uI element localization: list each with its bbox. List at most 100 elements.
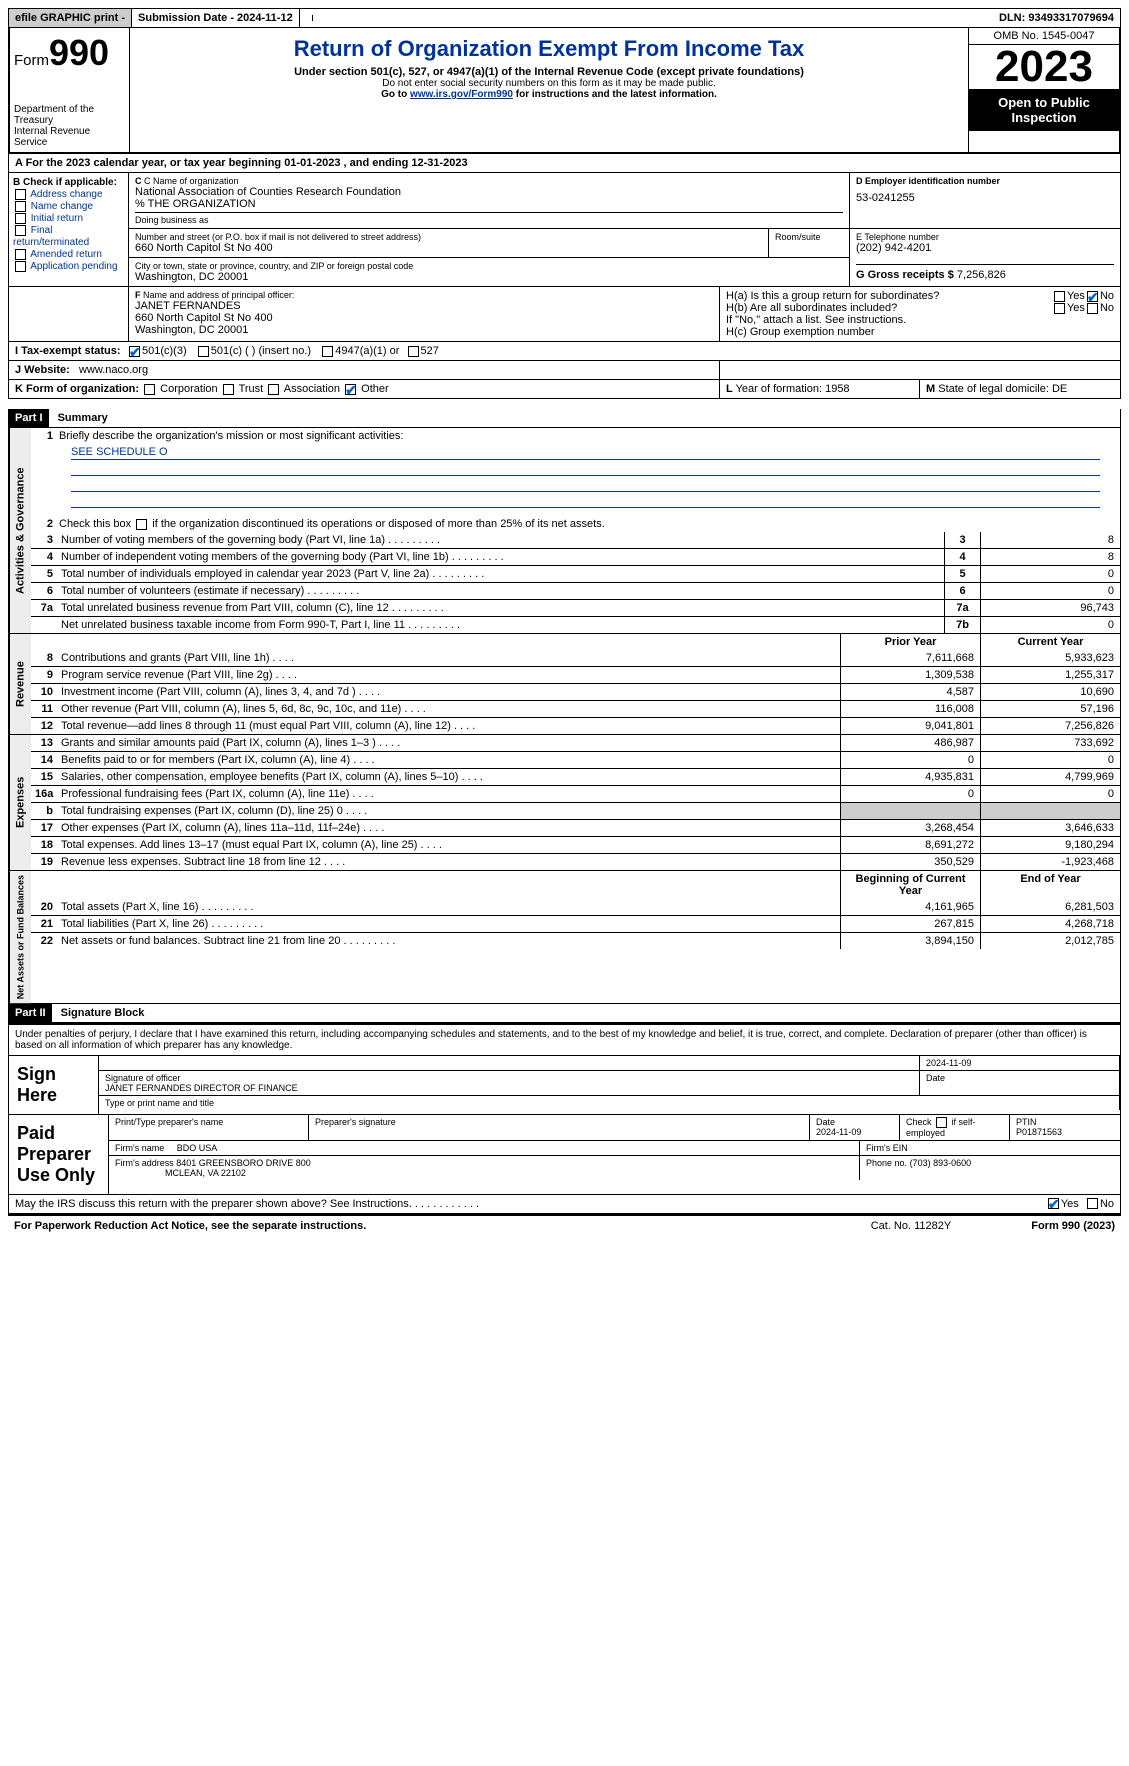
irs-link[interactable]: www.irs.gov/Form990	[410, 89, 513, 100]
expense-row: 18Total expenses. Add lines 13–17 (must …	[31, 836, 1120, 853]
form-title: Return of Organization Exempt From Incom…	[134, 36, 964, 62]
sig-date: 2024-11-09	[920, 1056, 1120, 1070]
checkbox-amended[interactable]	[15, 249, 26, 260]
netasset-row: 20Total assets (Part X, line 16) . . . .…	[31, 899, 1120, 915]
footer: For Paperwork Reduction Act Notice, see …	[8, 1214, 1121, 1236]
cb-4947[interactable]	[322, 346, 333, 357]
vert-governance: Activities & Governance	[9, 428, 31, 633]
prep-name-label: Print/Type preparer's name	[109, 1115, 309, 1140]
gross-receipts-label: G Gross receipts $	[856, 269, 954, 281]
tax-exempt-row: I Tax-exempt status: 501(c)(3) 501(c) ( …	[8, 342, 1121, 361]
paid-preparer-label: Paid Preparer Use Only	[9, 1115, 109, 1194]
vert-expenses: Expenses	[9, 735, 31, 870]
website-value: www.naco.org	[79, 364, 148, 376]
revenue-row: 8Contributions and grants (Part VIII, li…	[31, 650, 1120, 666]
expense-row: 19Revenue less expenses. Subtract line 1…	[31, 853, 1120, 870]
cb-501c[interactable]	[198, 346, 209, 357]
cb-trust[interactable]	[223, 384, 234, 395]
expenses-section: Expenses 13Grants and similar amounts pa…	[8, 735, 1121, 871]
vert-netassets: Net Assets or Fund Balances	[9, 871, 31, 1003]
street-address: 660 North Capitol St No 400	[135, 242, 762, 254]
state-domicile: DE	[1052, 383, 1067, 395]
checkbox-name-change[interactable]	[15, 201, 26, 212]
hb-yes[interactable]	[1054, 303, 1065, 314]
hc-label: H(c) Group exemption number	[726, 326, 1114, 338]
checkbox-final-return[interactable]	[15, 225, 26, 236]
eoy-header: End of Year	[980, 871, 1120, 899]
date-label: Date	[920, 1071, 1120, 1095]
checkbox-app-pending[interactable]	[15, 261, 26, 272]
discuss-question: May the IRS discuss this return with the…	[15, 1198, 1046, 1210]
expense-row: 17Other expenses (Part IX, column (A), l…	[31, 819, 1120, 836]
governance-row: Net unrelated business taxable income fr…	[31, 616, 1120, 633]
care-of: % THE ORGANIZATION	[135, 198, 843, 210]
cb-501c3[interactable]	[129, 346, 140, 357]
expense-row: 16aProfessional fundraising fees (Part I…	[31, 785, 1120, 802]
netasset-row: 22Net assets or fund balances. Subtract …	[31, 932, 1120, 949]
officer-addr2: Washington, DC 20001	[135, 324, 713, 336]
ein-value: 53-0241255	[856, 192, 1114, 204]
city-value: Washington, DC 20001	[135, 271, 843, 283]
cat-number: Cat. No. 11282Y	[871, 1220, 952, 1232]
website-label: J Website:	[15, 364, 70, 376]
form-number: 990	[49, 32, 109, 73]
k-label: K Form of organization:	[15, 383, 139, 395]
irs-label: Internal Revenue Service	[14, 126, 125, 148]
city-label: City or town, state or province, country…	[135, 261, 843, 271]
website-row: J Website: www.naco.org	[8, 361, 1121, 380]
signature-block: Under penalties of perjury, I declare th…	[8, 1023, 1121, 1214]
ssn-note: Do not enter social security numbers on …	[134, 78, 964, 89]
row-a-tax-year: A For the 2023 calendar year, or tax yea…	[8, 154, 1121, 173]
cb-assoc[interactable]	[268, 384, 279, 395]
expense-row: 15Salaries, other compensation, employee…	[31, 768, 1120, 785]
vert-revenue: Revenue	[9, 634, 31, 734]
dln: DLN: 93493317079694	[993, 9, 1120, 27]
revenue-row: 9Program service revenue (Part VIII, lin…	[31, 666, 1120, 683]
dept-treasury: Department of the Treasury	[14, 104, 125, 126]
part1-header: Part I	[9, 409, 49, 427]
year-formation: 1958	[825, 383, 849, 395]
form-subtitle: Under section 501(c), 527, or 4947(a)(1)…	[134, 66, 964, 78]
revenue-row: 10Investment income (Part VIII, column (…	[31, 683, 1120, 700]
sig-officer-label: Signature of officer	[105, 1073, 913, 1083]
form-reference: Form 990 (2023)	[1031, 1220, 1115, 1232]
firm-addr2: MCLEAN, VA 22102	[165, 1168, 246, 1178]
checkbox-initial-return[interactable]	[15, 213, 26, 224]
ha-yes[interactable]	[1054, 291, 1065, 302]
type-name-label: Type or print name and title	[99, 1096, 1120, 1110]
room-suite-label: Room/suite	[775, 232, 843, 242]
governance-row: 4Number of independent voting members of…	[31, 548, 1120, 565]
tax-year: 2023	[969, 45, 1119, 89]
bocy-header: Beginning of Current Year	[840, 871, 980, 899]
discuss-yes[interactable]	[1048, 1198, 1059, 1209]
hb-note: If "No," attach a list. See instructions…	[726, 314, 1114, 326]
ptin-value: P01871563	[1016, 1127, 1062, 1137]
discuss-no[interactable]	[1087, 1198, 1098, 1209]
ha-no[interactable]	[1087, 291, 1098, 302]
cb-discontinued[interactable]	[136, 519, 147, 530]
top-bar: efile GRAPHIC print - Submission Date - …	[8, 8, 1121, 28]
org-name: National Association of Counties Researc…	[135, 186, 843, 198]
addr-label: Number and street (or P.O. box if mail i…	[135, 232, 762, 242]
governance-row: 6Total number of volunteers (estimate if…	[31, 582, 1120, 599]
cb-corp[interactable]	[144, 384, 155, 395]
cb-527[interactable]	[408, 346, 419, 357]
current-year-header: Current Year	[980, 634, 1120, 650]
officer-addr1: 660 North Capitol St No 400	[135, 312, 713, 324]
prior-year-header: Prior Year	[840, 634, 980, 650]
checkbox-address-change[interactable]	[15, 189, 26, 200]
hb-no[interactable]	[1087, 303, 1098, 314]
expense-row: 13Grants and similar amounts paid (Part …	[31, 735, 1120, 751]
efile-button[interactable]: efile GRAPHIC print -	[9, 9, 132, 27]
perjury-declaration: Under penalties of perjury, I declare th…	[9, 1025, 1120, 1055]
phone-label: E Telephone number	[856, 232, 1114, 242]
paperwork-notice: For Paperwork Reduction Act Notice, see …	[14, 1220, 366, 1232]
form-header: Form990 Department of the Treasury Inter…	[8, 28, 1121, 154]
cb-other[interactable]	[345, 384, 356, 395]
hb-label: H(b) Are all subordinates included?	[726, 302, 1052, 314]
cb-self-employed[interactable]	[936, 1117, 947, 1128]
dba-label: Doing business as	[135, 212, 843, 225]
sign-here-label: Sign Here	[9, 1056, 99, 1114]
box-b-label: B Check if applicable:	[13, 177, 124, 188]
officer-sig-name: JANET FERNANDES DIRECTOR OF FINANCE	[105, 1083, 913, 1093]
